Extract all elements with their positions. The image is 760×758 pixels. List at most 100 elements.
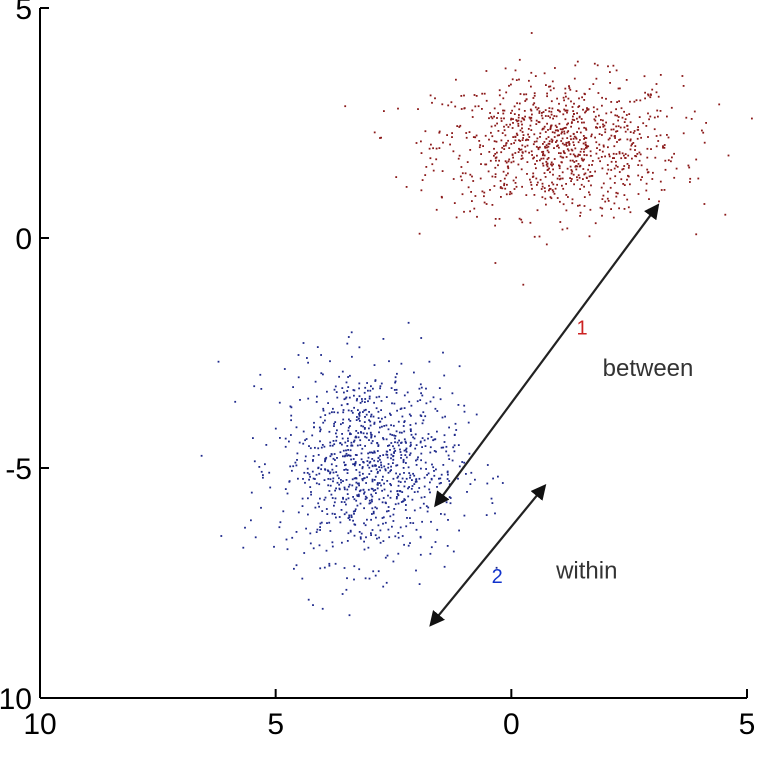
scatter-point: [604, 131, 607, 134]
scatter-point: [595, 141, 598, 144]
scatter-point: [320, 521, 323, 524]
scatter-point: [523, 110, 526, 112]
scatter-point: [357, 409, 359, 411]
scatter-point: [461, 172, 464, 175]
scatter-point: [585, 145, 588, 148]
scatter-point: [367, 400, 369, 403]
scatter-point: [371, 488, 374, 490]
scatter-point: [420, 496, 423, 499]
scatter-point: [380, 461, 382, 464]
scatter-point: [269, 486, 272, 489]
scatter-point: [612, 123, 615, 126]
scatter-point: [618, 171, 621, 173]
scatter-point: [361, 479, 364, 482]
scatter-point: [448, 426, 450, 429]
scatter-point: [392, 477, 395, 480]
scatter-point: [359, 537, 362, 540]
scatter-point: [500, 151, 503, 154]
scatter-point: [617, 116, 620, 118]
scatter-point: [586, 177, 588, 179]
scatter-point: [285, 538, 288, 541]
scatter-point: [549, 89, 552, 92]
scatter-point: [360, 532, 363, 535]
scatter-point: [685, 116, 688, 119]
scatter-point: [354, 461, 357, 463]
scatter-point: [703, 141, 706, 144]
scatter-point: [573, 119, 576, 121]
scatter-point: [582, 142, 585, 145]
scatter-point: [443, 441, 446, 443]
scatter-point: [610, 160, 613, 163]
scatter-point: [381, 479, 384, 481]
scatter-point: [381, 489, 383, 492]
scatter-point: [631, 143, 633, 145]
scatter-point: [579, 139, 581, 141]
scatter-point: [483, 191, 486, 194]
scatter-point: [578, 176, 581, 179]
scatter-point: [362, 432, 365, 435]
scatter-point: [626, 178, 628, 181]
scatter-point: [392, 513, 395, 516]
scatter-point: [634, 155, 636, 157]
scatter-point: [594, 119, 597, 122]
scatter-point: [458, 126, 461, 128]
scatter-point: [587, 180, 590, 182]
scatter-point: [353, 534, 356, 537]
scatter-point: [537, 148, 540, 151]
scatter-point: [395, 497, 398, 500]
scatter-point: [556, 139, 558, 142]
scatter-point: [333, 453, 336, 455]
scatter-point: [367, 546, 370, 549]
scatter-point: [430, 436, 433, 438]
scatter-point: [602, 144, 605, 147]
scatter-point: [397, 536, 400, 539]
scatter-point: [543, 154, 546, 157]
scatter-point: [348, 418, 350, 421]
scatter-point: [535, 119, 538, 122]
scatter-point: [358, 568, 361, 571]
scatter-point: [518, 114, 520, 116]
scatter-point: [579, 154, 581, 156]
scatter-point: [433, 450, 436, 452]
scatter-point: [415, 528, 418, 531]
scatter-point: [366, 460, 369, 462]
scatter-point: [418, 232, 421, 235]
scatter-point: [655, 91, 658, 94]
scatter-point: [401, 535, 404, 537]
scatter-point: [362, 488, 365, 491]
scatter-point: [453, 444, 456, 447]
scatter-point: [421, 422, 424, 425]
scatter-point: [519, 149, 521, 151]
scatter-point: [496, 117, 498, 119]
scatter-point: [347, 429, 350, 432]
scatter-point: [493, 154, 495, 157]
scatter-point: [544, 131, 547, 133]
scatter-point: [326, 390, 328, 393]
scatter-point: [534, 75, 537, 77]
scatter-point: [588, 175, 591, 178]
scatter-point: [510, 117, 513, 120]
scatter-point: [615, 125, 618, 128]
scatter-point: [441, 416, 444, 419]
scatter-point: [304, 455, 307, 458]
scatter-point: [551, 80, 554, 83]
scatter-point: [355, 481, 358, 484]
scatter-point: [491, 117, 494, 120]
scatter-point: [617, 87, 620, 90]
scatter-point: [623, 165, 626, 167]
scatter-point: [355, 488, 357, 491]
scatter-point: [394, 380, 397, 383]
scatter-point: [647, 94, 650, 97]
scatter-point: [362, 425, 365, 428]
scatter-point: [329, 444, 332, 447]
scatter-point: [409, 445, 412, 448]
scatter-point: [547, 115, 550, 117]
scatter-point: [612, 128, 615, 131]
scatter-point: [565, 145, 568, 147]
scatter-point: [550, 161, 553, 164]
scatter-point: [503, 125, 505, 128]
scatter-point: [619, 87, 621, 90]
scatter-point: [363, 409, 366, 412]
scatter-point: [345, 503, 347, 506]
scatter-point: [557, 129, 559, 132]
